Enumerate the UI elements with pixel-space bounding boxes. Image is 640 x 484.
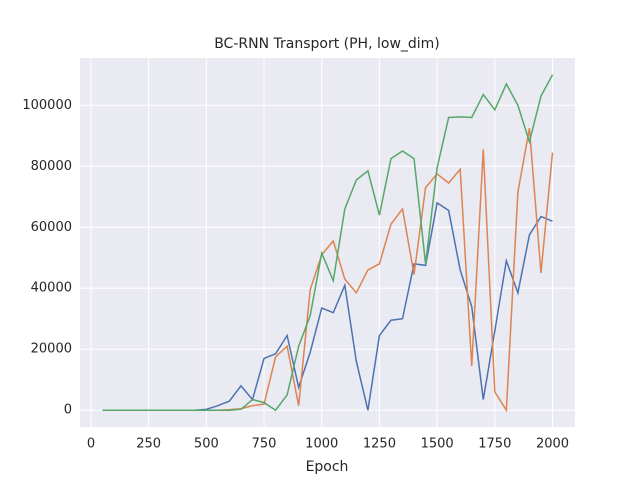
y-tick-label: 0 — [64, 403, 72, 418]
y-tick-label: 60000 — [31, 220, 72, 235]
y-tick-label: 80000 — [31, 159, 72, 174]
y-tick-label: 100000 — [22, 98, 72, 113]
x-tick-label: 1250 — [363, 437, 396, 452]
x-tick-label: 0 — [87, 437, 95, 452]
x-tick-label: 2000 — [536, 437, 569, 452]
x-axis-label: Epoch — [306, 459, 349, 475]
x-tick-label: 500 — [194, 437, 219, 452]
y-tick-label: 20000 — [31, 342, 72, 357]
chart-title: BC-RNN Transport (PH, low_dim) — [214, 36, 440, 52]
x-tick-label: 750 — [252, 437, 277, 452]
x-tick-label: 1750 — [478, 437, 511, 452]
x-tick-label: 250 — [136, 437, 161, 452]
x-tick-label: 1000 — [305, 437, 338, 452]
line-series — [102, 74, 554, 412]
plot-area — [80, 58, 575, 427]
x-tick-label: 1500 — [421, 437, 454, 452]
y-tick-label: 40000 — [31, 281, 72, 296]
